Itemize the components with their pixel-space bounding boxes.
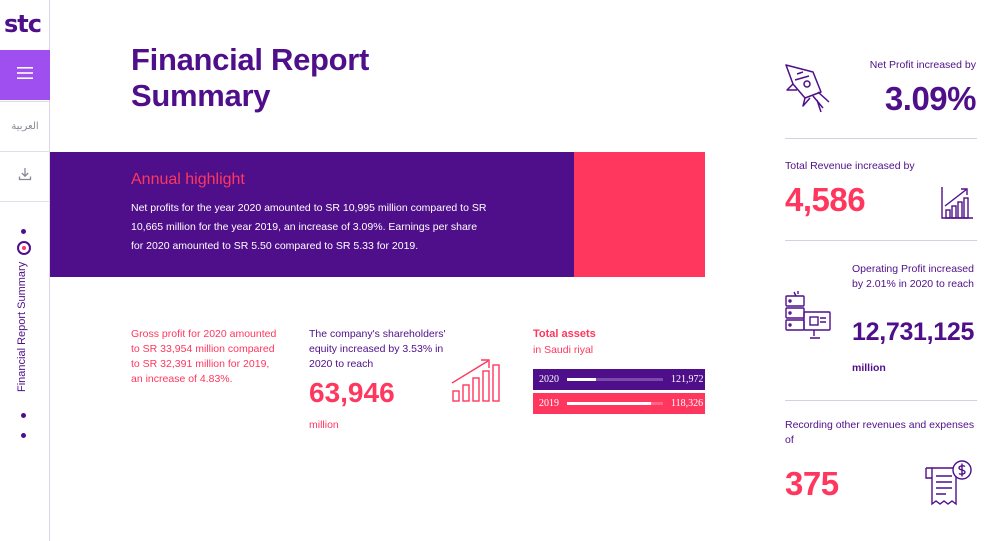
page-title-line: Summary xyxy=(131,78,271,113)
asset-bar xyxy=(567,378,663,381)
growth-chart-icon xyxy=(450,357,500,408)
language-toggle[interactable]: العربية xyxy=(11,120,39,132)
bar-chart-icon xyxy=(940,186,974,225)
divider xyxy=(0,201,50,202)
asset-row-2020: 2020 121,972 xyxy=(533,369,705,390)
section-nav-dot[interactable] xyxy=(21,413,26,418)
equity-unit: million xyxy=(309,419,339,431)
net-profit-value: 3.09% xyxy=(884,80,977,117)
asset-row-2019: 2019 118,326 xyxy=(533,393,705,414)
divider xyxy=(0,151,50,152)
highlight-heading: Annual highlight xyxy=(131,171,245,188)
section-label: Financial Report Summary xyxy=(16,261,28,392)
page-title: Financial Report Summary xyxy=(131,42,369,114)
asset-bar-fill xyxy=(567,402,652,405)
divider xyxy=(785,240,977,241)
page-title-line: Financial Report xyxy=(131,42,370,77)
other-revenues-value: 375 xyxy=(785,465,839,502)
total-revenue-label: Total Revenue increased by xyxy=(785,160,915,172)
asset-year: 2019 xyxy=(539,398,559,409)
rocket-icon xyxy=(783,62,833,119)
section-nav-dot[interactable] xyxy=(21,229,26,234)
hamburger-icon xyxy=(17,66,33,84)
server-monitor-icon xyxy=(784,290,834,349)
asset-year: 2020 xyxy=(539,374,559,385)
net-profit-label: Net Profit increased by xyxy=(869,59,976,71)
total-revenue-value: 4,586 xyxy=(785,181,866,218)
stc-logo[interactable]: stc xyxy=(4,10,42,38)
highlight-text: Net profits for the year 2020 amounted t… xyxy=(131,202,487,252)
asset-value: 118,326 xyxy=(671,398,704,409)
divider xyxy=(0,101,50,102)
total-assets-subheading: in Saudi riyal xyxy=(533,344,594,356)
operating-profit-unit: million xyxy=(852,362,886,374)
divider xyxy=(785,400,977,401)
asset-value: 121,972 xyxy=(671,374,704,385)
section-nav-dot[interactable] xyxy=(21,433,26,438)
receipt-dollar-icon xyxy=(922,458,974,513)
download-icon xyxy=(18,167,32,186)
operating-profit-value: 12,731,125 xyxy=(852,318,975,346)
section-nav-dot-active[interactable] xyxy=(17,241,31,255)
equity-value: 63,946 xyxy=(309,377,395,408)
download-button[interactable] xyxy=(0,152,50,200)
equity-text: The company's shareholders' equity incre… xyxy=(309,328,446,370)
highlight-banner xyxy=(50,152,574,277)
menu-button[interactable] xyxy=(0,50,50,100)
asset-bar-fill xyxy=(567,378,596,381)
asset-bar xyxy=(567,402,663,405)
total-assets-heading: Total assets xyxy=(533,328,596,340)
sidebar: stc العربية Financial Report Summary xyxy=(0,0,50,541)
gross-profit-text: Gross profit for 2020 amounted to SR 33,… xyxy=(131,328,277,385)
divider xyxy=(785,138,977,139)
highlight-accent-block xyxy=(574,152,705,277)
operating-profit-label: Operating Profit increased by 2.01% in 2… xyxy=(852,263,975,290)
other-revenues-label: Recording other revenues and expenses of xyxy=(785,419,975,446)
